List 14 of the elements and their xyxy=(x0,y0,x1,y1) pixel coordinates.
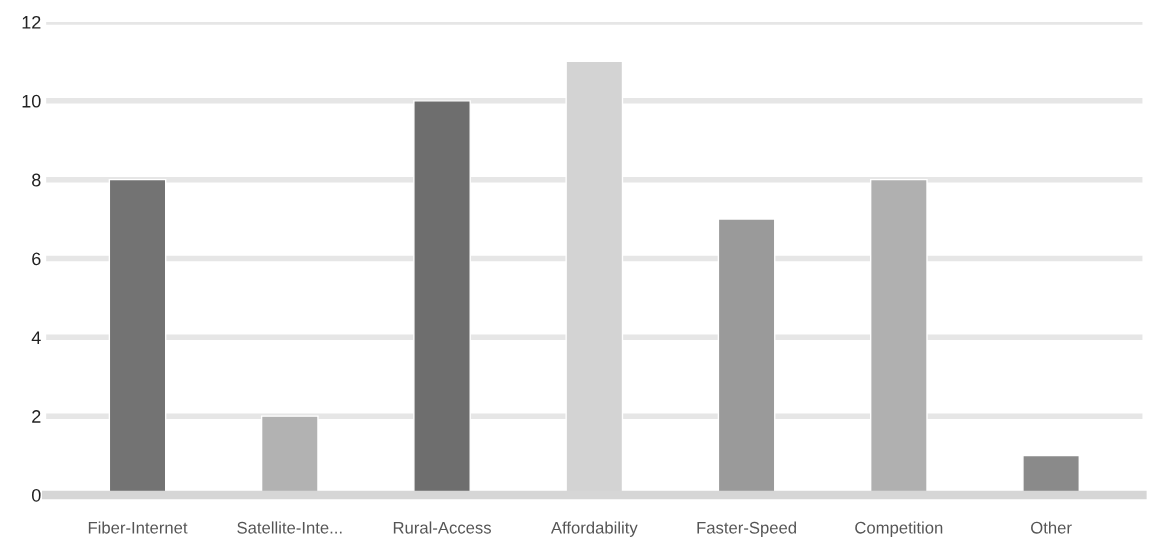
y-tick-label: 12 xyxy=(22,15,41,29)
y-tick-label: 4 xyxy=(31,331,41,344)
y-tick-label: 10 xyxy=(22,94,41,108)
x-tick-label: Rural-Access xyxy=(393,521,491,534)
x-tick-label: Affordability xyxy=(550,521,638,537)
x-tick-label: Satellite-Inte... xyxy=(237,521,342,534)
y-tick-label: 6 xyxy=(32,252,41,266)
y-tick-label: 0 xyxy=(31,488,41,502)
y-tick-label: 2 xyxy=(32,410,41,423)
x-tick-label: Competition xyxy=(855,521,943,537)
y-tick-label: 8 xyxy=(32,173,41,187)
x-tick-label: Faster-Speed xyxy=(697,521,796,537)
x-tick-label: Fiber-Internet xyxy=(88,521,188,534)
x-tick-label: Other xyxy=(1031,521,1072,534)
